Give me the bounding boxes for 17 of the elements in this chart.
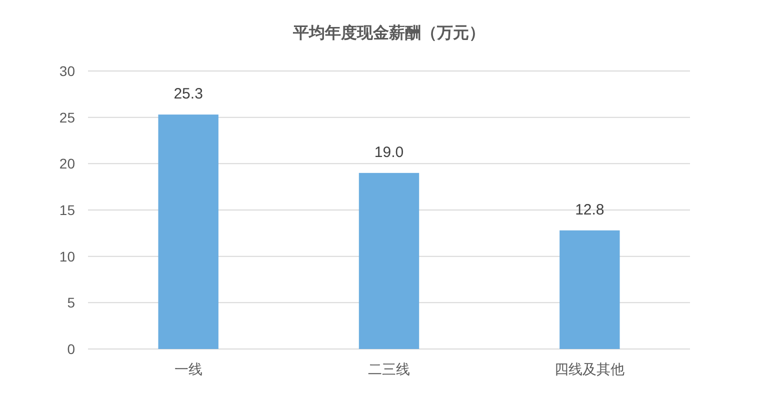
y-tick-label: 25: [59, 109, 76, 126]
data-label: 19.0: [374, 144, 404, 161]
y-tick-label: 0: [67, 341, 76, 357]
x-tick-label: 四线及其他: [554, 361, 625, 377]
y-tick-label: 30: [59, 63, 76, 79]
y-tick-label: 15: [59, 202, 76, 218]
y-tick-label: 5: [67, 294, 76, 311]
y-tick-label: 20: [59, 156, 76, 172]
data-label: 25.3: [174, 86, 203, 103]
chart-title: 平均年度现金薪酬（万元）: [292, 23, 485, 42]
x-tick-label: 一线: [174, 361, 202, 377]
data-label: 12.8: [575, 201, 604, 218]
y-tick-label: 10: [59, 248, 76, 264]
bar: [560, 230, 620, 349]
x-tick-label: 二三线: [368, 361, 410, 377]
bar: [158, 114, 218, 349]
bar: [358, 172, 420, 349]
